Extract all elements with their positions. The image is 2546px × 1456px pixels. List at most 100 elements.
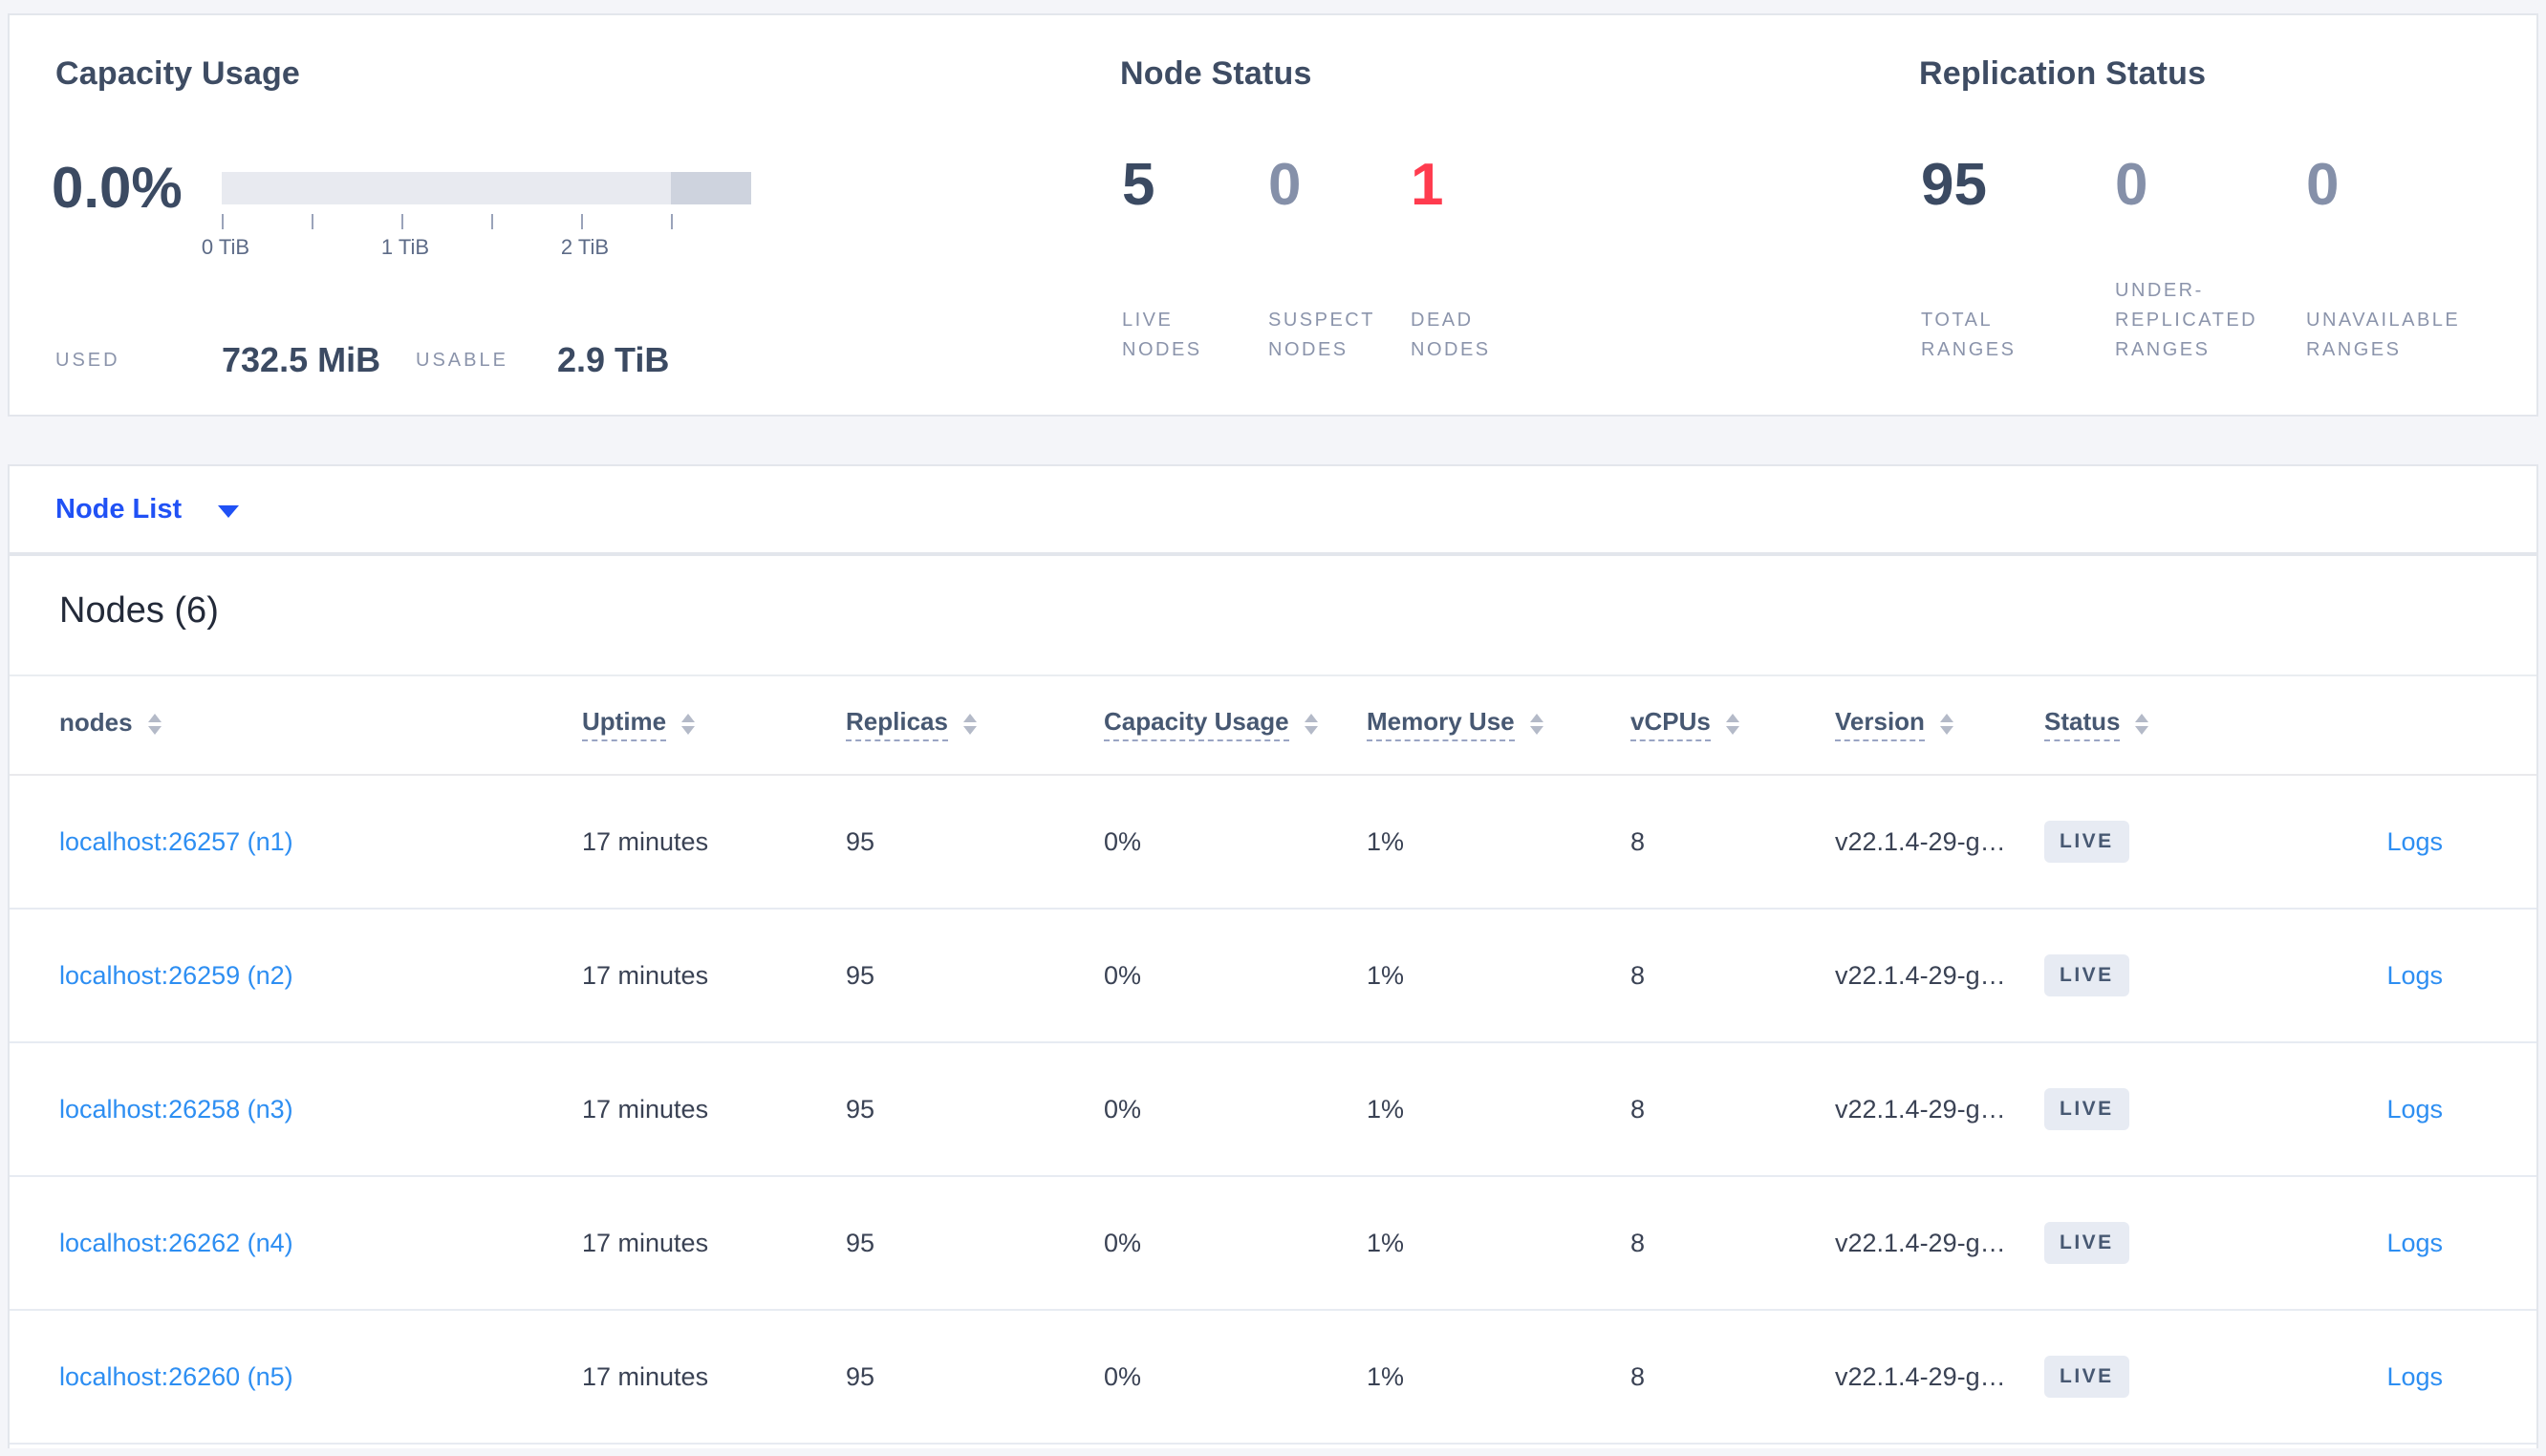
replicas-cell: 95: [846, 1094, 875, 1124]
logs-link[interactable]: Logs: [2386, 1228, 2443, 1257]
sort-icon: [2135, 714, 2149, 735]
column-header-nodes[interactable]: nodes: [59, 674, 162, 774]
logs-link[interactable]: Logs: [2386, 1094, 2443, 1124]
uptime-cell: 17 minutes: [582, 960, 709, 990]
vcpus-cell: 8: [1630, 1228, 1646, 1257]
live-nodes-count: 5: [1122, 152, 1155, 218]
memory-cell: 1%: [1367, 960, 1405, 990]
divider: [10, 774, 2536, 776]
capacity-cell: 0%: [1104, 960, 1142, 990]
capacity-tick-label: 2 TiB: [560, 235, 610, 259]
sort-icon: [1939, 714, 1953, 735]
usable-value: 2.9 TiB: [557, 340, 670, 379]
version-cell: v22.1.4-29-g…: [1835, 960, 2006, 990]
unavailable-ranges-count: 0: [2306, 152, 2340, 218]
capacity-percent: 0.0%: [52, 156, 183, 220]
table-row: localhost:26262 (n4) 17 minutes 95 0% 1%…: [10, 1177, 2536, 1311]
sort-icon: [1304, 714, 1318, 735]
status-badge: LIVE: [2044, 954, 2129, 996]
logs-link[interactable]: Logs: [2386, 826, 2443, 856]
status-badge: LIVE: [2044, 1222, 2129, 1264]
memory-cell: 1%: [1367, 1094, 1405, 1124]
nodes-table-title: Nodes (6): [59, 590, 219, 631]
sort-icon: [681, 714, 696, 735]
capacity-cell: 0%: [1104, 826, 1142, 856]
uptime-cell: 17 minutes: [582, 826, 709, 856]
replication-status-title: Replication Status: [1919, 55, 2207, 92]
column-header-capacity-usage[interactable]: Capacity Usage: [1104, 674, 1318, 774]
sort-icon: [147, 714, 162, 735]
view-selector-dropdown[interactable]: Node List: [55, 493, 240, 525]
node-link[interactable]: localhost:26257 (n1): [59, 826, 293, 856]
table-body: localhost:26257 (n1) 17 minutes 95 0% 1%…: [10, 776, 2536, 1445]
column-header-vcpus[interactable]: vCPUs: [1630, 674, 1739, 774]
replicas-cell: 95: [846, 1361, 875, 1391]
capacity-cell: 0%: [1104, 1228, 1142, 1257]
capacity-usage-bar: [222, 172, 751, 204]
table-row: localhost:26257 (n1) 17 minutes 95 0% 1%…: [10, 776, 2536, 910]
column-header-uptime[interactable]: Uptime: [582, 674, 696, 774]
replicas-cell: 95: [846, 960, 875, 990]
logs-link[interactable]: Logs: [2386, 960, 2443, 990]
under-replicated-ranges-label: UNDER-REPLICATED RANGES: [2115, 280, 2258, 360]
used-label: USED: [55, 350, 120, 371]
capacity-axis-tick: [401, 214, 403, 229]
replicas-cell: 95: [846, 826, 875, 856]
capacity-axis-tick: [491, 214, 493, 229]
column-header-version[interactable]: Version: [1835, 674, 1953, 774]
capacity-cell: 0%: [1104, 1094, 1142, 1124]
uptime-cell: 17 minutes: [582, 1228, 709, 1257]
capacity-bar-reserved-segment: [671, 172, 751, 204]
column-header-memory-use[interactable]: Memory Use: [1367, 674, 1543, 774]
version-cell: v22.1.4-29-g…: [1835, 826, 2006, 856]
vcpus-cell: 8: [1630, 826, 1646, 856]
live-nodes-label: LIVE NODES: [1122, 310, 1202, 360]
memory-cell: 1%: [1367, 826, 1405, 856]
view-selector-bar: Node List: [8, 464, 2538, 554]
total-ranges-label: TOTAL RANGES: [1921, 310, 2017, 360]
memory-cell: 1%: [1367, 1228, 1405, 1257]
status-badge: LIVE: [2044, 1088, 2129, 1130]
replicas-cell: 95: [846, 1228, 875, 1257]
column-header-replicas[interactable]: Replicas: [846, 674, 977, 774]
capacity-tick-label: 1 TiB: [380, 235, 430, 259]
uptime-cell: 17 minutes: [582, 1094, 709, 1124]
sort-icon: [1725, 714, 1739, 735]
usable-label: USABLE: [416, 350, 508, 371]
capacity-cell: 0%: [1104, 1361, 1142, 1391]
table-row: localhost:26260 (n5) 17 minutes 95 0% 1%…: [10, 1311, 2536, 1445]
dead-nodes-count: 1: [1411, 152, 1444, 218]
version-cell: v22.1.4-29-g…: [1835, 1228, 2006, 1257]
node-link[interactable]: localhost:26262 (n4): [59, 1228, 293, 1257]
vcpus-cell: 8: [1630, 960, 1646, 990]
node-link[interactable]: localhost:26258 (n3): [59, 1094, 293, 1124]
node-link[interactable]: localhost:26259 (n2): [59, 960, 293, 990]
version-cell: v22.1.4-29-g…: [1835, 1094, 2006, 1124]
node-status-title: Node Status: [1120, 55, 1312, 92]
logs-link[interactable]: Logs: [2386, 1361, 2443, 1391]
status-badge: LIVE: [2044, 821, 2129, 863]
uptime-cell: 17 minutes: [582, 1361, 709, 1391]
vcpus-cell: 8: [1630, 1361, 1646, 1391]
chevron-down-icon: [218, 504, 240, 518]
under-replicated-ranges-count: 0: [2115, 152, 2148, 218]
sort-icon: [962, 714, 977, 735]
column-header-status[interactable]: Status: [2044, 674, 2149, 774]
vcpus-cell: 8: [1630, 1094, 1646, 1124]
divider: [10, 674, 2536, 676]
suspect-nodes-label: SUSPECT NODES: [1268, 310, 1375, 360]
total-ranges-count: 95: [1921, 152, 1987, 218]
sort-icon: [1529, 714, 1543, 735]
capacity-usage-title: Capacity Usage: [55, 55, 301, 92]
view-selector-label: Node List: [55, 493, 183, 525]
capacity-axis-tick: [671, 214, 673, 229]
capacity-axis-tick: [581, 214, 583, 229]
cluster-summary-panel: Capacity Usage 0.0% 0 TiB 1 TiB 2 TiB US…: [8, 13, 2538, 417]
node-link[interactable]: localhost:26260 (n5): [59, 1361, 293, 1391]
memory-cell: 1%: [1367, 1361, 1405, 1391]
unavailable-ranges-label: UNAVAILABLE RANGES: [2306, 310, 2461, 360]
capacity-axis-tick: [312, 214, 313, 229]
suspect-nodes-count: 0: [1268, 152, 1302, 218]
capacity-axis-tick: [222, 214, 224, 229]
